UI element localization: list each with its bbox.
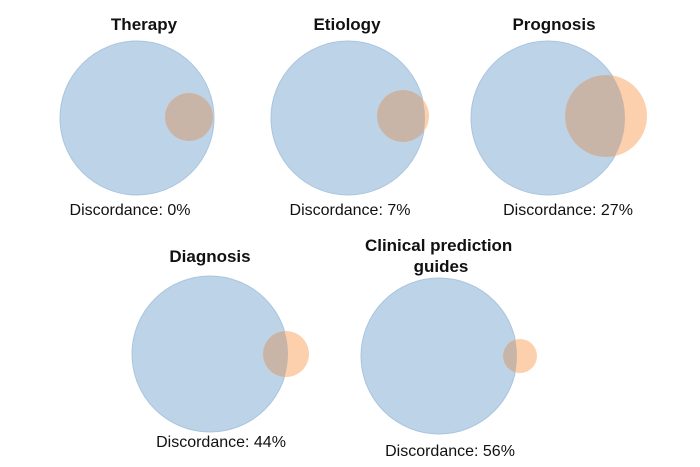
- panel-prognosis: Prognosis Discordance: 27%: [470, 15, 647, 219]
- discordance-label-prognosis: Discordance: 27%: [503, 202, 633, 219]
- discordance-label-etiology: Discordance: 7%: [290, 202, 411, 219]
- discordance-label-clinical-prediction-guides: Discordance: 56%: [385, 443, 515, 460]
- panel-title-clinical-prediction-guides: Clinical prediction guides: [365, 236, 517, 276]
- panel-clinical-prediction-guides: Clinical prediction guides Discordance: …: [360, 236, 537, 460]
- panel-title-therapy: Therapy: [111, 15, 178, 34]
- overlap-region: [165, 93, 213, 141]
- target-population-circle: [360, 277, 518, 435]
- overlap-region: [377, 90, 425, 142]
- panel-title-diagnosis: Diagnosis: [169, 247, 250, 266]
- panel-diagnosis: Diagnosis Discordance: 44%: [131, 247, 309, 451]
- panel-title-prognosis: Prognosis: [512, 15, 595, 34]
- panel-title-etiology: Etiology: [313, 15, 381, 34]
- overlap-region: [565, 75, 625, 157]
- discordance-label-therapy: Discordance: 0%: [70, 202, 191, 219]
- target-population-circle: [59, 40, 215, 196]
- panel-therapy: Therapy Discordance: 0%: [59, 15, 215, 219]
- discordance-label-diagnosis: Discordance: 44%: [156, 434, 286, 451]
- panel-etiology: Etiology Discordance: 7%: [270, 15, 429, 219]
- overlap-region: [503, 339, 517, 373]
- overlap-region: [263, 331, 288, 377]
